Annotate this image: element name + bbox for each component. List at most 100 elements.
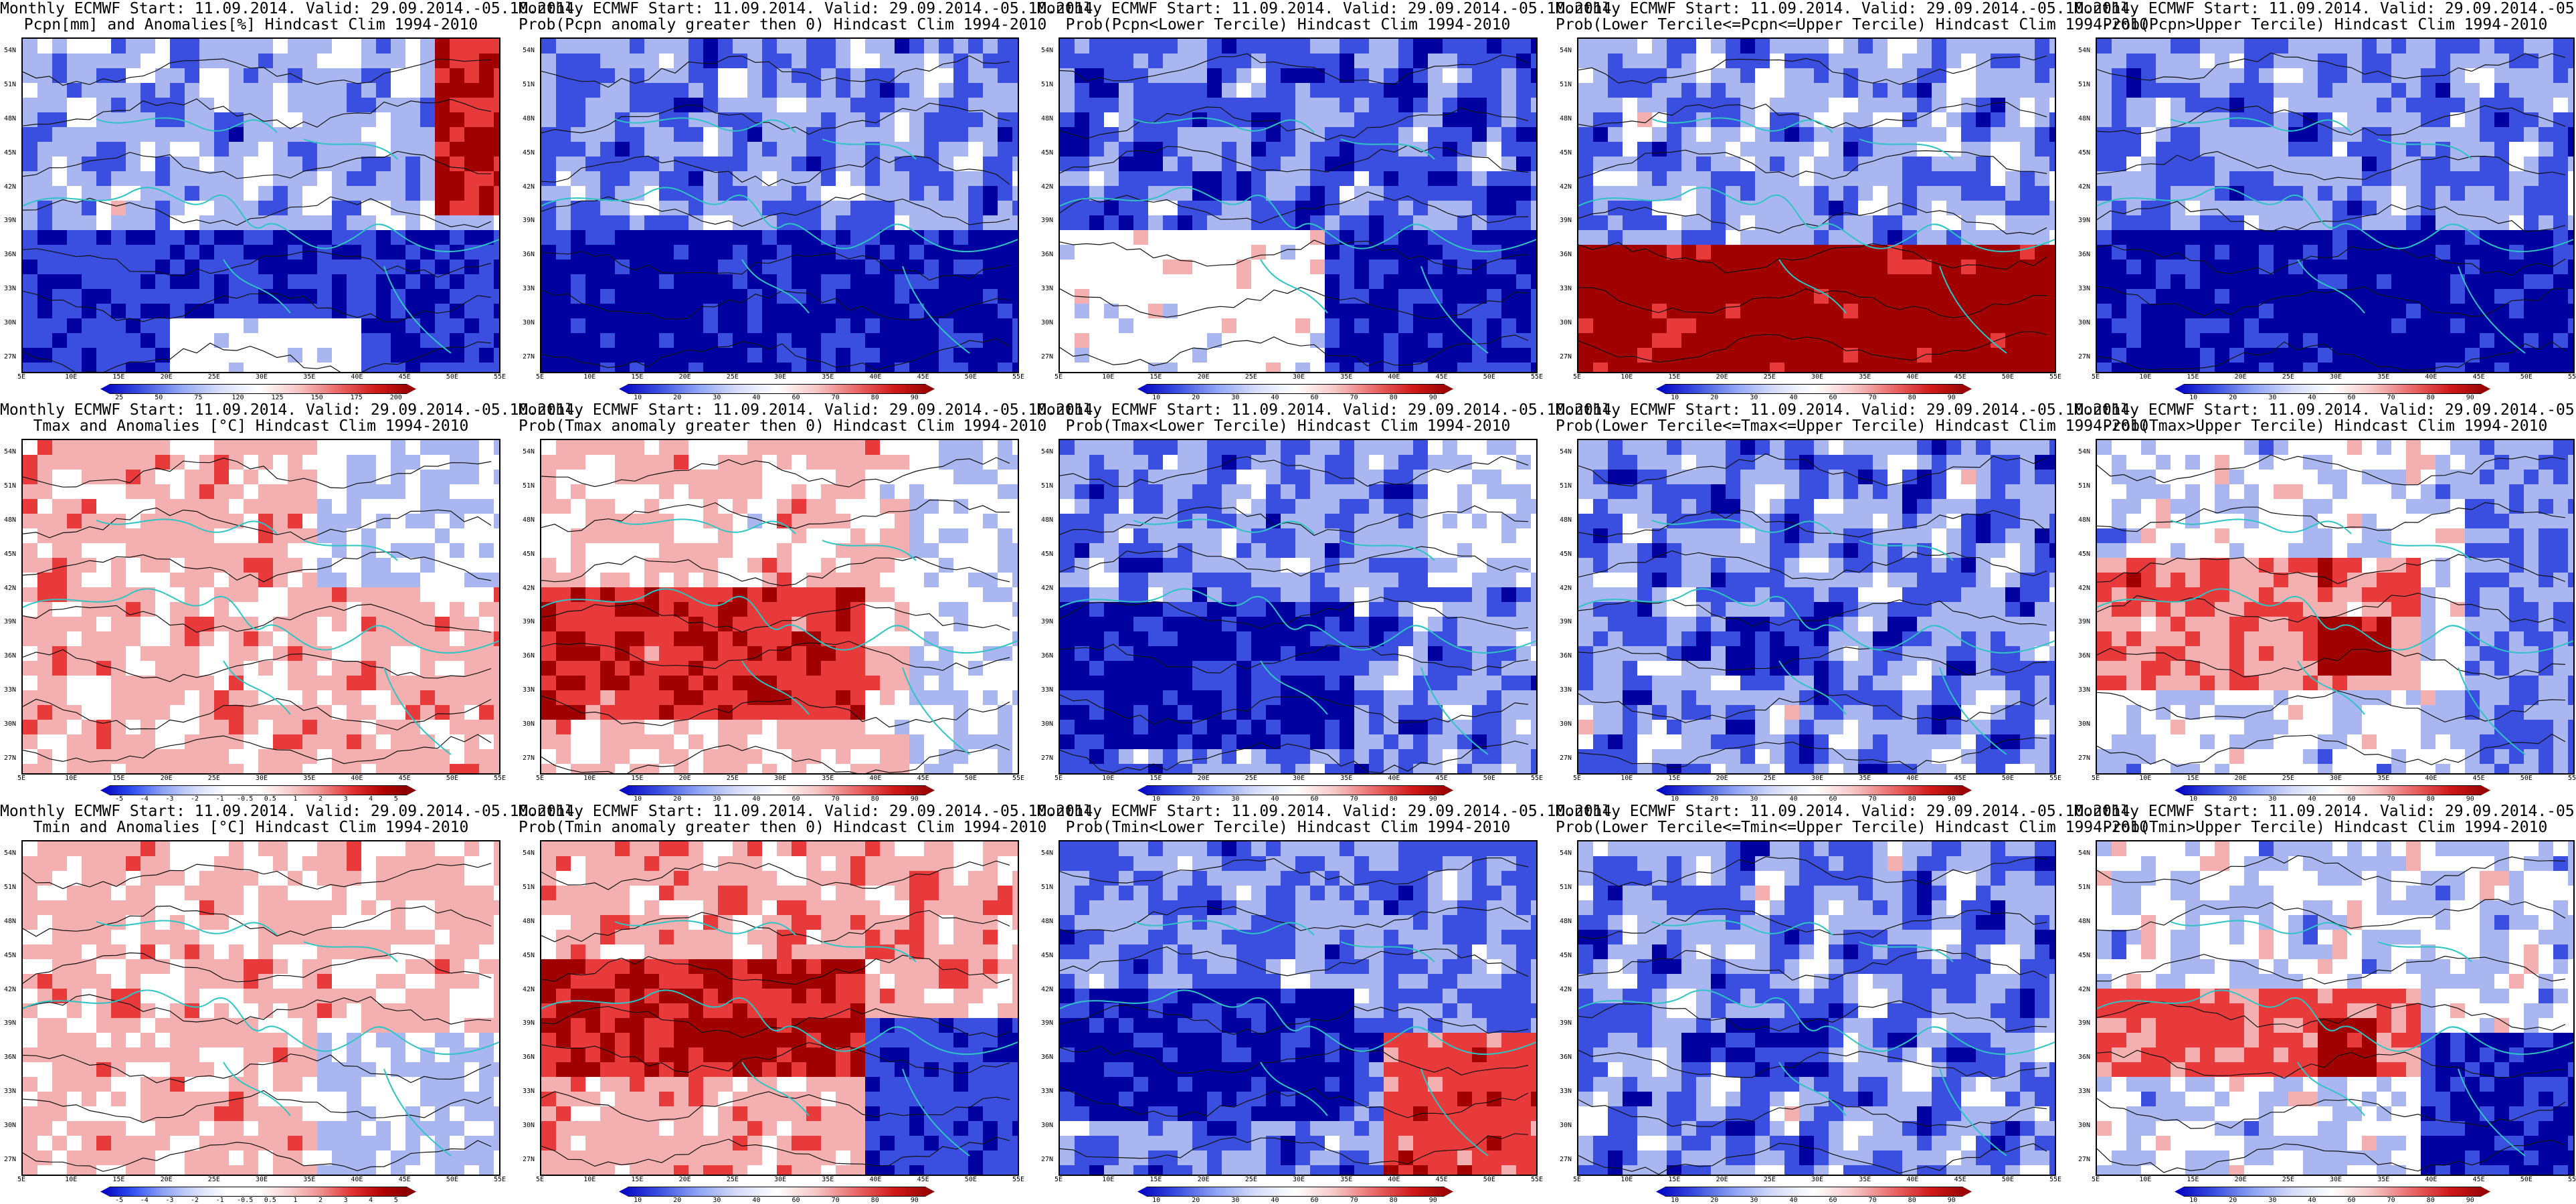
lon-tick-label: 30E bbox=[256, 775, 268, 782]
lon-tick-label: 40E bbox=[1906, 373, 1919, 381]
colorbar-tick-label: 4 bbox=[369, 795, 373, 803]
coastline bbox=[1578, 920, 2055, 1157]
colorbar-tick-label: 10 bbox=[1152, 1197, 1161, 1204]
lat-tick-label: 36N bbox=[2078, 251, 2091, 259]
coastline bbox=[2097, 117, 2573, 354]
lon-tick-label: 35E bbox=[822, 775, 834, 782]
lon-tick-label: 15E bbox=[112, 775, 125, 782]
lon-tick-label: 55E bbox=[1012, 373, 1025, 381]
map-panel-tmin-2: Monthly ECMWF Start: 11.09.2014. Valid: … bbox=[519, 803, 1102, 1204]
colorbar-tick-label: 20 bbox=[1192, 394, 1200, 401]
colorbar-tick-label: 10 bbox=[2189, 1197, 2198, 1204]
colorbar-tick-label: 70 bbox=[1350, 1197, 1358, 1204]
colorbar-tick-label: 40 bbox=[1789, 394, 1798, 401]
colorbar-tick-label: 70 bbox=[831, 1197, 840, 1204]
contour-lines bbox=[1060, 858, 1529, 1165]
lon-tick-label: 30E bbox=[1293, 1176, 1305, 1183]
colorbar-tick-label: 60 bbox=[1310, 1197, 1319, 1204]
colorbar-tick-label: 90 bbox=[1947, 1197, 1956, 1204]
lat-tick-label: 54N bbox=[1041, 448, 1054, 456]
colorbar-tick-label: 60 bbox=[1310, 394, 1319, 401]
colorbar-tick-label: 10 bbox=[1152, 394, 1161, 401]
lat-tick-label: 54N bbox=[1041, 849, 1054, 857]
lat-tick-label: 42N bbox=[4, 183, 17, 191]
lat-tick-label: 48N bbox=[2078, 114, 2091, 122]
lat-tick-label: 33N bbox=[4, 1088, 17, 1096]
lon-tick-label: 40E bbox=[1906, 775, 1919, 782]
lon-tick-label: 20E bbox=[1716, 1176, 1728, 1183]
field-shading bbox=[1578, 841, 2055, 1175]
lat-tick-label: 51N bbox=[4, 883, 17, 891]
colorbar-tick-label: 50 bbox=[155, 394, 163, 401]
colorbar-tick-label: 60 bbox=[792, 1197, 800, 1204]
lat-tick-label: 39N bbox=[1041, 1019, 1054, 1027]
lat-tick-label: 30N bbox=[2078, 720, 2091, 728]
lat-tick-label: 36N bbox=[1560, 1054, 1572, 1062]
lat-tick-label: 45N bbox=[1560, 550, 1572, 558]
colorbar-tick-label: 90 bbox=[1429, 1197, 1437, 1204]
colorbar-tick-label: 80 bbox=[2426, 1197, 2435, 1204]
lat-tick-label: 30N bbox=[1041, 720, 1054, 728]
lon-tick-label: 40E bbox=[869, 1176, 882, 1183]
colorbar-tick-label: 60 bbox=[2347, 394, 2356, 401]
lon-tick-label: 10E bbox=[583, 1176, 596, 1183]
coastline bbox=[2097, 518, 2573, 755]
lon-tick-label: 30E bbox=[774, 373, 787, 381]
lon-tick-label: 25E bbox=[1245, 1176, 1257, 1183]
lat-tick-label: 48N bbox=[523, 114, 535, 122]
lat-tick-label: 51N bbox=[523, 482, 535, 490]
colorbar-tick-label: 80 bbox=[1908, 394, 1916, 401]
lon-tick-label: 40E bbox=[1388, 775, 1400, 782]
lat-tick-label: 27N bbox=[2078, 353, 2091, 361]
lon-tick-label: 50E bbox=[2520, 373, 2533, 381]
lon-tick-label: 5E bbox=[17, 373, 26, 381]
lat-tick-label: 48N bbox=[1041, 917, 1054, 925]
lat-tick-label: 51N bbox=[523, 80, 535, 88]
lon-tick-label: 50E bbox=[2520, 775, 2533, 782]
lon-tick-label: 35E bbox=[2377, 1176, 2390, 1183]
lat-tick-label: 54N bbox=[4, 47, 17, 54]
lon-tick-label: 20E bbox=[160, 1176, 173, 1183]
lon-tick-label: 45E bbox=[2472, 373, 2485, 381]
lon-tick-label: 25E bbox=[1763, 1176, 1776, 1183]
lat-tick-label: 36N bbox=[523, 251, 535, 259]
colorbar bbox=[1656, 384, 1972, 394]
lat-tick-label: 42N bbox=[523, 985, 535, 993]
lon-tick-label: 5E bbox=[1054, 1176, 1063, 1183]
lon-tick-label: 5E bbox=[536, 1176, 545, 1183]
colorbar-tick-label: 10 bbox=[1671, 1197, 1679, 1204]
colorbar-tick-label: 40 bbox=[2308, 1197, 2316, 1204]
map-panel-pcpn-1: Monthly ECMWF Start: 11.09.2014. Valid: … bbox=[0, 0, 583, 401]
colorbar-tick-label: 30 bbox=[1231, 1197, 1240, 1204]
coastline bbox=[541, 518, 1018, 755]
lon-tick-label: 30E bbox=[774, 1176, 787, 1183]
lat-tick-label: 54N bbox=[1560, 448, 1572, 456]
lat-tick-label: 48N bbox=[1560, 114, 1572, 122]
lat-tick-label: 45N bbox=[2078, 550, 2091, 558]
map-panel-tmax-4: Monthly ECMWF Start: 11.09.2014. Valid: … bbox=[1556, 401, 2148, 803]
lon-tick-label: 40E bbox=[869, 775, 882, 782]
lat-tick-label: 27N bbox=[4, 1156, 17, 1163]
colorbar-tick-label: 80 bbox=[1908, 1197, 1916, 1204]
lon-tick-label: 50E bbox=[1483, 373, 1495, 381]
map-plot-area bbox=[1577, 37, 2056, 373]
lat-tick-label: 33N bbox=[2078, 686, 2091, 694]
lat-tick-label: 51N bbox=[2078, 482, 2091, 490]
field-shading bbox=[1060, 841, 1536, 1175]
lon-tick-label: 25E bbox=[2282, 775, 2294, 782]
lon-tick-label: 45E bbox=[917, 373, 929, 381]
contour-lines bbox=[541, 55, 1010, 371]
colorbar-tick-label: 1 bbox=[293, 1197, 298, 1204]
colorbar-tick-label: 80 bbox=[1389, 394, 1398, 401]
lon-tick-label: 5E bbox=[2092, 373, 2100, 381]
lon-tick-label: 35E bbox=[2377, 373, 2390, 381]
lat-tick-label: 36N bbox=[1041, 251, 1054, 259]
lon-tick-label: 55E bbox=[1531, 775, 1544, 782]
colorbar-tick-label: 125 bbox=[271, 394, 284, 401]
coastline bbox=[23, 117, 499, 354]
lon-tick-label: 10E bbox=[2139, 1176, 2152, 1183]
contour-lines bbox=[23, 458, 492, 765]
lat-tick-label: 36N bbox=[4, 652, 17, 660]
lon-tick-label: 50E bbox=[964, 775, 977, 782]
lon-tick-label: 15E bbox=[112, 1176, 125, 1183]
